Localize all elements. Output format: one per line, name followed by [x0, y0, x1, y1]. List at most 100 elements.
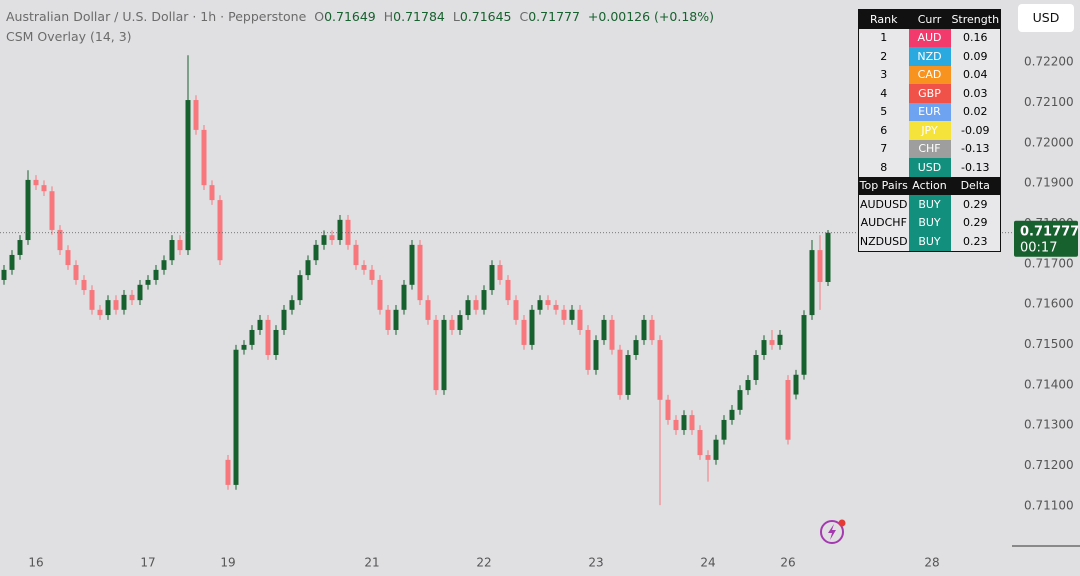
candle-body: [329, 235, 335, 241]
x-tick-label: 17: [140, 556, 155, 570]
candle-body: [745, 380, 751, 391]
column-header: Action: [908, 176, 951, 195]
candle-body: [81, 279, 87, 291]
candle-body: [809, 250, 815, 316]
y-tick-label: 0.71500: [1024, 337, 1074, 351]
candle-body: [353, 244, 359, 266]
x-tick-label: 24: [700, 556, 715, 570]
candle-body: [665, 399, 671, 420]
candle-body: [689, 415, 695, 431]
candle-body: [105, 300, 111, 316]
candle-body: [617, 349, 623, 395]
candle-body: [545, 300, 551, 305]
candle-body: [569, 309, 575, 320]
candle-body: [777, 334, 783, 345]
strength: 0.03: [963, 86, 988, 100]
action: BUY: [908, 232, 951, 251]
symbol-header: Australian Dollar / U.S. Dollar · 1h · P…: [6, 9, 718, 24]
candle-body: [233, 349, 239, 485]
table-row: Rank Curr Strength: [858, 9, 1001, 29]
x-tick-label: 22: [476, 556, 491, 570]
candle-body: [209, 185, 215, 201]
candle-body: [497, 265, 503, 280]
candle-body: [705, 455, 711, 460]
candle-body: [769, 340, 775, 345]
pair: AUDUSD: [859, 197, 908, 211]
candle-body: [513, 300, 519, 320]
last-price-label: 0.71777: [1020, 224, 1079, 239]
table-row: 2 NZD 0.09: [859, 47, 1001, 66]
table-row: NZDUSD BUY 0.23: [859, 232, 1001, 251]
strength: -0.09: [961, 123, 990, 137]
y-tick-label: 0.71600: [1024, 297, 1074, 311]
table-row: 8 USD -0.13: [859, 158, 1001, 177]
rank: 8: [880, 160, 888, 174]
ohlc-value: 0.71645: [459, 9, 512, 24]
candle-body: [793, 374, 799, 395]
candle-body: [697, 430, 703, 456]
candle-body: [409, 244, 415, 285]
candle-body: [577, 309, 583, 330]
candle-body: [593, 340, 599, 370]
candle-body: [561, 309, 567, 320]
candle-body: [553, 304, 559, 310]
candle-body: [761, 340, 767, 355]
candle-body: [33, 179, 39, 186]
candle-body: [129, 294, 135, 301]
candle-body: [73, 265, 79, 280]
candle-body: [649, 319, 655, 341]
strength-table: Rank Curr Strength 1 AUD 0.16 2 NZD 0.09 3 CAD 0.04…: [858, 9, 1001, 252]
y-tick-label: 0.71200: [1024, 458, 1074, 472]
y-tick-label: 0.71100: [1024, 498, 1074, 512]
candle-body: [729, 409, 735, 420]
y-tick-label: 0.72200: [1024, 55, 1074, 69]
action: BUY: [908, 195, 951, 214]
table-row: 1 AUD 0.16: [859, 28, 1001, 47]
candle-body: [265, 319, 271, 355]
currency: EUR: [908, 102, 951, 121]
candle-body: [625, 354, 631, 395]
candle-body: [785, 380, 791, 440]
candle-body: [737, 390, 743, 410]
candle-body: [673, 419, 679, 431]
candle-body: [361, 265, 367, 270]
candle-body: [241, 344, 247, 350]
candle-body: [25, 179, 31, 241]
x-tick-label: 26: [780, 556, 795, 570]
candle-body: [17, 240, 23, 255]
app-icon[interactable]: [820, 519, 846, 544]
candle-body: [801, 315, 807, 375]
currency: NZD: [908, 47, 951, 66]
rank: 6: [880, 123, 888, 137]
candle-body: [193, 100, 199, 130]
table-row: AUDCHF BUY 0.29: [859, 213, 1001, 232]
delta: 0.29: [963, 216, 988, 230]
rank: 5: [880, 105, 888, 119]
candle-body: [417, 244, 423, 301]
candle-body: [289, 300, 295, 310]
candle-body: [169, 240, 175, 261]
rank: 7: [880, 142, 888, 156]
candle-body: [449, 319, 455, 330]
currency: CAD: [908, 65, 951, 84]
candle-body: [473, 300, 479, 310]
strength: -0.13: [961, 142, 990, 156]
candle-body: [249, 329, 255, 345]
table-row: 7 CHF -0.13: [859, 139, 1001, 158]
pair: AUDCHF: [860, 216, 907, 230]
strength: 0.09: [963, 49, 988, 63]
candle-body: [1, 269, 7, 280]
symbol: Australian Dollar / U.S. Dollar · 1h · P…: [6, 9, 307, 24]
candle-body: [281, 309, 287, 330]
candle-body: [425, 300, 431, 320]
candle-body: [57, 229, 63, 251]
candle-body: [537, 300, 543, 310]
rank: 4: [880, 86, 888, 100]
currency-button[interactable]: USD: [1018, 4, 1074, 32]
y-tick-label: 0.71900: [1024, 176, 1074, 190]
candle-body: [113, 300, 119, 310]
candle-body: [337, 219, 343, 241]
strength: -0.13: [961, 160, 990, 174]
column-header: Top Pairs: [858, 176, 909, 195]
